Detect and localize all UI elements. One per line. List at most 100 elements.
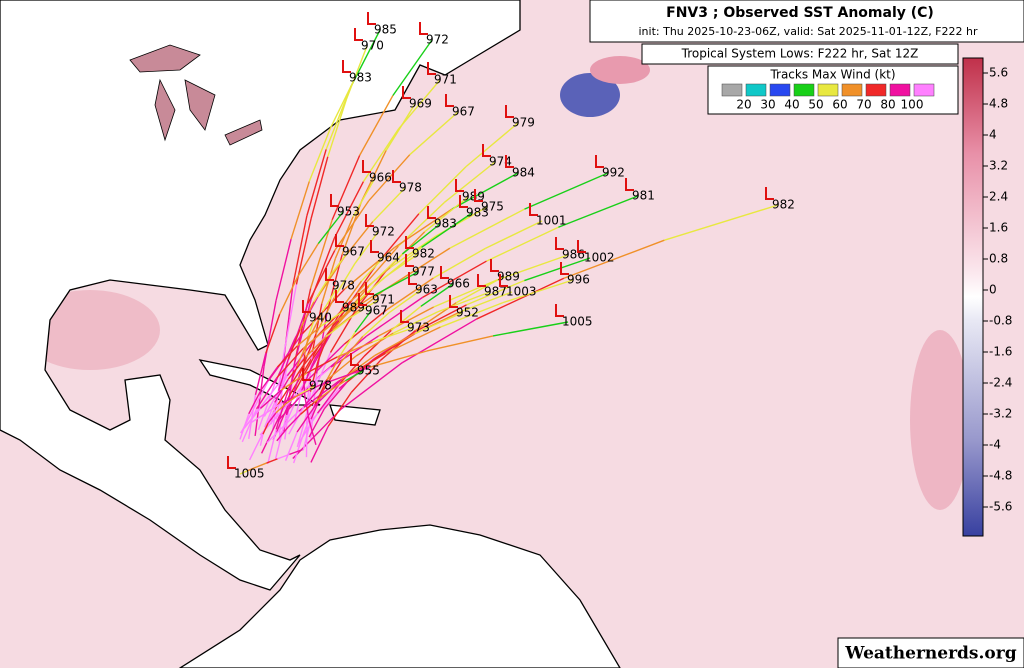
low-pressure: 987 xyxy=(484,285,507,299)
track-segment xyxy=(239,469,249,475)
track-segment xyxy=(401,318,477,364)
low-pressure: 983 xyxy=(434,217,457,231)
track-segment xyxy=(321,366,370,386)
track-segment xyxy=(354,310,372,333)
low-marker xyxy=(560,262,569,275)
colorbar-label: 4.8 xyxy=(989,97,1008,111)
track-segment xyxy=(256,377,278,410)
low-pressure: 1003 xyxy=(506,285,537,299)
low-marker xyxy=(365,282,374,295)
track-segment xyxy=(323,381,348,410)
low-pressure: 978 xyxy=(399,181,422,195)
track-segment xyxy=(290,181,310,240)
track-segment xyxy=(291,215,308,288)
low-marker xyxy=(367,12,376,25)
track-segment xyxy=(259,433,264,446)
swatch-label: 60 xyxy=(832,98,847,112)
track-segment xyxy=(409,111,459,156)
low-marker xyxy=(335,234,344,247)
track-segment xyxy=(307,317,316,336)
low-pressure: 1005 xyxy=(562,315,593,329)
low-marker xyxy=(555,304,564,317)
low-marker xyxy=(459,195,468,208)
track-segment xyxy=(327,391,352,427)
track-segment xyxy=(274,414,288,460)
track-segment xyxy=(299,301,315,330)
colorbar-label: -2.4 xyxy=(989,376,1012,390)
track-segment xyxy=(265,313,281,354)
low-pressure: 955 xyxy=(357,364,380,378)
low-pressure: 966 xyxy=(369,171,392,185)
track-segment xyxy=(306,356,338,374)
track-segment xyxy=(524,257,591,282)
track-segment xyxy=(459,291,513,313)
track-segment xyxy=(264,402,276,428)
low-pressure: 971 xyxy=(372,293,395,307)
track-segment xyxy=(496,254,569,281)
low-marker xyxy=(227,456,236,469)
low-pressure: 986 xyxy=(562,248,585,262)
track-segment xyxy=(415,304,467,332)
low-marker xyxy=(342,60,351,73)
track-segment xyxy=(558,195,639,228)
track-segment xyxy=(248,389,262,415)
low-marker xyxy=(408,272,417,285)
low-pressure: 981 xyxy=(632,189,655,203)
low-pressure: 996 xyxy=(567,273,590,287)
track-segment xyxy=(394,208,453,249)
track-segment xyxy=(244,407,261,429)
track-segment xyxy=(334,216,354,259)
track-segment xyxy=(310,426,329,463)
track-segment xyxy=(267,412,277,424)
colorbar xyxy=(962,57,984,537)
low-marker xyxy=(427,62,436,75)
track-segment xyxy=(266,458,278,464)
track-segment xyxy=(339,331,356,356)
track-segment xyxy=(307,250,336,304)
track-segment xyxy=(277,453,290,460)
track-segment xyxy=(333,181,365,239)
track-segment xyxy=(422,260,487,298)
low-marker xyxy=(490,259,499,272)
low-marker xyxy=(358,293,367,306)
track-segment xyxy=(310,156,329,219)
track-segment xyxy=(308,419,317,445)
swatch-label: 20 xyxy=(736,98,751,112)
header-box xyxy=(589,0,1024,43)
track-segment xyxy=(295,218,312,285)
track-segment xyxy=(334,200,370,251)
low-marker xyxy=(505,155,514,168)
colorbar-label: 1.6 xyxy=(989,221,1008,235)
track-segment xyxy=(306,149,327,217)
track-segment xyxy=(372,327,414,343)
low-pressure: 964 xyxy=(377,251,400,265)
track-segment xyxy=(385,326,441,354)
low-marker xyxy=(455,179,464,192)
track-segment xyxy=(389,289,422,313)
low-marker xyxy=(427,206,436,219)
low-pressure: 977 xyxy=(412,265,435,279)
track-segment xyxy=(398,79,441,130)
colorbar-label: -4 xyxy=(989,438,1001,452)
colorbar-label: 0.8 xyxy=(989,252,1008,266)
track-segment xyxy=(345,370,364,382)
track-segment xyxy=(330,335,379,368)
track-segment xyxy=(340,335,364,363)
low-pressure: 969 xyxy=(409,97,432,111)
great-lakes xyxy=(129,44,263,146)
track-segment xyxy=(267,429,277,465)
colorbar-label: 4 xyxy=(989,128,997,142)
track-segment xyxy=(288,406,305,435)
track-segment xyxy=(331,155,361,220)
track-segment xyxy=(257,382,276,431)
track-segment xyxy=(349,299,379,319)
track-segment xyxy=(248,411,274,461)
track-segment xyxy=(241,408,258,443)
low-marker xyxy=(765,187,774,200)
track-segment xyxy=(260,366,278,391)
track-segment xyxy=(287,356,307,380)
low-pressure: 970 xyxy=(361,39,384,53)
low-marker xyxy=(499,274,508,287)
swatch xyxy=(769,83,791,97)
